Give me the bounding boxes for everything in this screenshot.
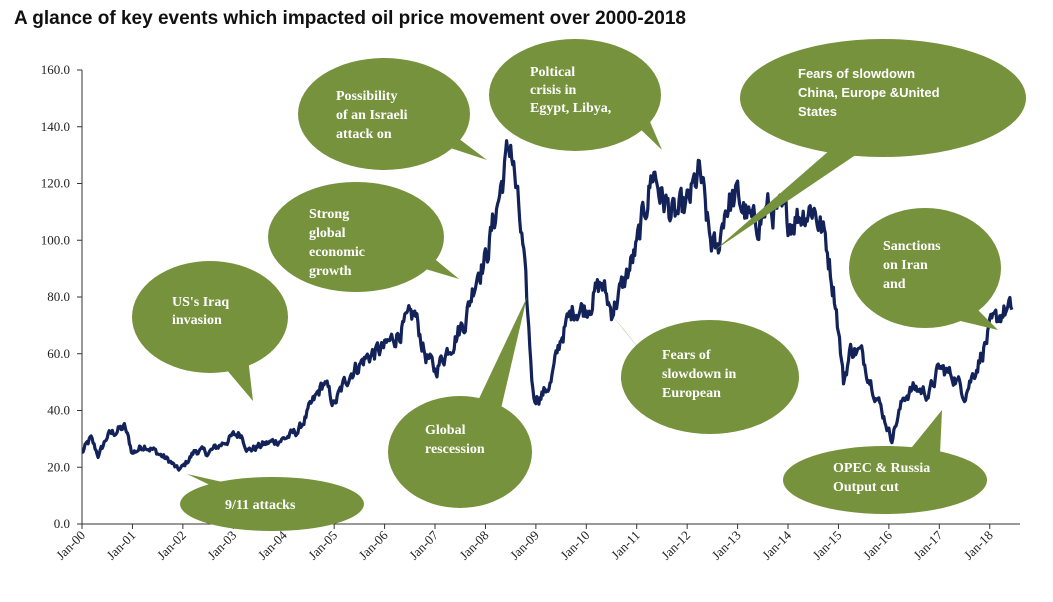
annotation-bubble-china: Fears of slowdown China, Europe &United St…	[715, 39, 1026, 250]
oil-price-series-line	[81, 139, 1014, 472]
bubble-shape	[783, 446, 987, 514]
annotation-bubble-sept11: 9/11 attacks	[180, 474, 364, 531]
bubble-pointer	[948, 304, 998, 330]
bubble-shape	[268, 182, 444, 292]
annotation-text: Possibility	[336, 89, 397, 104]
annotation-bubble-iraq: US's Iraq invasion	[132, 261, 288, 401]
annotation-text: Fears of	[662, 348, 711, 363]
y-tick-label: 80.0	[47, 289, 70, 304]
annotation-bubble-growth: Strong global economic growth	[268, 182, 459, 292]
x-tick-label: Jan-12	[658, 528, 693, 563]
annotation-text: on Iran	[883, 258, 928, 273]
bubble-pointer	[715, 150, 860, 250]
y-tick-label: 60.0	[47, 346, 70, 361]
annotation-text: European	[662, 386, 721, 401]
x-tick-label: Jan-01	[103, 528, 138, 563]
annotation-bubble-israel: Possibility of an Israeli attack on	[298, 58, 487, 170]
x-tick-label: Jan-10	[557, 528, 592, 563]
annotation-bubble-europe: Fears of slowdown in European	[610, 313, 799, 434]
x-tick-label: Jan-03	[204, 528, 239, 563]
annotation-text: States	[798, 104, 837, 119]
x-tick-label: Jan-05	[305, 528, 340, 563]
annotation-text: attack on	[336, 127, 392, 142]
annotation-text: crisis in	[530, 83, 576, 98]
annotation-bubble-political: Poltical crisis in Egypt, Libya,	[489, 39, 662, 151]
x-tick-label: Jan-07	[406, 527, 441, 562]
bubble-shape	[132, 261, 288, 373]
annotation-text: and	[883, 277, 906, 292]
y-tick-label: 20.0	[47, 459, 70, 474]
annotation-text: rescession	[425, 442, 485, 457]
annotation-bubble-iran: Sanctions on Iran and	[849, 208, 1001, 330]
y-tick-label: 120.0	[41, 176, 70, 191]
x-tick-label: Jan-14	[759, 527, 794, 562]
y-tick-label: 100.0	[41, 232, 70, 247]
annotation-text: OPEC & Russia	[833, 461, 930, 476]
annotation-text: economic	[309, 245, 365, 260]
x-tick-label: Jan-17	[910, 527, 945, 562]
x-tick-label: Jan-02	[154, 528, 189, 563]
annotation-text: US's Iraq	[172, 295, 229, 310]
x-tick-label: Jan-08	[456, 528, 491, 563]
x-tick-label: Jan-11	[608, 528, 643, 563]
annotation-text: China, Europe &United	[798, 85, 940, 100]
y-tick-label: 140.0	[41, 119, 70, 134]
chart-title: A glance of key events which impacted oi…	[14, 8, 686, 29]
bubble-shape	[180, 477, 364, 531]
x-tick-label: Jan-18	[961, 528, 996, 563]
bubble-shape	[388, 396, 532, 508]
annotation-text: Sanctions	[883, 239, 941, 254]
x-tick-label: Jan-13	[709, 528, 744, 563]
annotation-text: 9/11 attacks	[225, 498, 296, 513]
annotation-text: Fears of slowdown	[798, 66, 915, 81]
x-tick-label: Jan-16	[860, 527, 895, 562]
annotation-bubble-opec: OPEC & Russia Output cut	[783, 410, 987, 514]
annotation-text: of an Israeli	[336, 108, 408, 123]
annotation-text: Strong	[309, 207, 349, 222]
x-tick-label: Jan-09	[507, 528, 542, 563]
bubble-shape	[298, 58, 470, 170]
bubble-pointer	[610, 313, 640, 350]
bubble-pointer	[476, 297, 527, 413]
y-tick-label: 0.0	[54, 516, 70, 531]
annotation-text: slowdown in	[662, 367, 737, 382]
y-tick-label: 40.0	[47, 403, 70, 418]
annotation-text: Egypt, Libya,	[530, 101, 611, 116]
x-tick-label: Jan-04	[255, 527, 290, 562]
y-tick-label: 160.0	[41, 62, 70, 77]
bubble-shape	[740, 39, 1026, 157]
annotation-text: invasion	[172, 313, 222, 328]
x-tick-label: Jan-06	[356, 527, 391, 562]
annotation-text: global	[309, 226, 346, 241]
annotation-text: Output cut	[833, 480, 899, 495]
x-tick-label: Jan-00	[53, 528, 88, 563]
bubble-pointer	[908, 410, 942, 454]
bubble-shape	[849, 208, 1001, 328]
annotation-text: growth	[309, 264, 352, 279]
annotation-bubble-recession: Global rescession	[388, 297, 532, 508]
annotation-text: Global	[425, 423, 466, 438]
bubble-shape	[621, 320, 799, 434]
x-tick-label: Jan-15	[809, 528, 844, 563]
bubble-shape	[489, 39, 661, 151]
annotation-text: Poltical	[530, 65, 575, 80]
